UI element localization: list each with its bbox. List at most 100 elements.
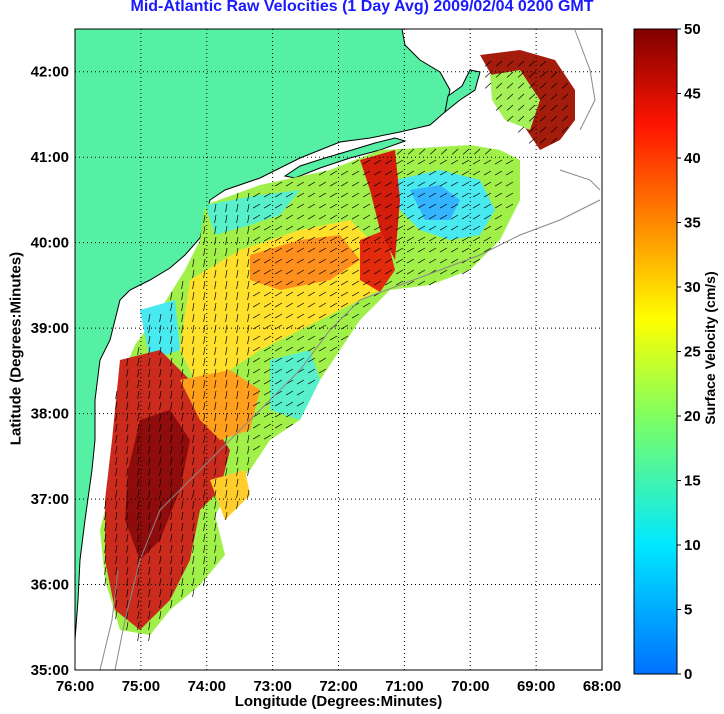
velocity-arrow: [362, 258, 371, 264]
velocity-arrow: [181, 522, 184, 531]
velocity-arrow: [225, 313, 228, 322]
velocity-arrow: [170, 423, 173, 432]
velocity-arrow: [318, 324, 327, 330]
velocity-arrow: [247, 456, 250, 465]
velocity-arrow: [362, 214, 371, 220]
velocity-arrow: [181, 313, 184, 322]
velocity-arrow: [252, 236, 261, 242]
velocity-arrow: [214, 423, 217, 432]
velocity-arrow: [517, 71, 525, 78]
velocity-arrow: [247, 236, 250, 245]
velocity-arrow: [236, 225, 239, 234]
velocity-arrow: [236, 467, 239, 476]
velocity-arrow: [274, 258, 283, 264]
velocity-arrow: [115, 533, 118, 542]
velocity-arrow: [247, 368, 250, 377]
velocity-arrow: [247, 280, 250, 289]
velocity-arrow: [170, 456, 173, 465]
velocity-arrow: [247, 313, 250, 322]
velocity-arrow: [192, 269, 195, 278]
velocity-arrow: [417, 192, 426, 198]
velocity-arrow: [192, 313, 195, 322]
velocity-arrow: [307, 302, 316, 308]
velocity-arrow: [263, 313, 272, 319]
velocity-arrow: [137, 566, 140, 575]
velocity-arrow: [274, 291, 283, 297]
velocity-arrow: [450, 203, 459, 209]
velocity-arrow: [214, 500, 217, 509]
velocity-arrow: [351, 214, 360, 220]
velocity-arrow: [126, 379, 129, 388]
velocity-arrow: [528, 126, 536, 133]
velocity-arrow: [561, 104, 569, 111]
velocity-arrow: [181, 302, 184, 311]
velocity-arrow: [252, 313, 261, 319]
velocity-arrow: [137, 379, 140, 388]
velocity-arrow: [126, 401, 129, 410]
colorbar-tick-label: 15: [684, 473, 701, 490]
velocity-arrow: [439, 181, 448, 187]
velocity-arrow: [351, 258, 360, 264]
velocity-arrow: [263, 225, 272, 231]
velocity-arrow: [494, 214, 503, 220]
velocity-arrow: [252, 346, 261, 352]
velocity-arrow: [461, 192, 470, 198]
velocity-arrow: [225, 511, 228, 520]
velocity-arrow: [517, 93, 525, 100]
velocity-arrow: [406, 236, 415, 242]
velocity-arrow: [362, 225, 371, 231]
velocity-arrow: [104, 500, 107, 509]
velocity-arrow: [274, 280, 283, 286]
velocity-arrow: [483, 192, 492, 198]
velocity-arrow: [395, 269, 404, 275]
velocity-arrow: [384, 225, 393, 231]
velocity-arrow: [137, 588, 140, 597]
velocity-arrow: [159, 368, 162, 377]
velocity-arrow: [417, 181, 426, 187]
velocity-arrow: [170, 500, 173, 509]
velocity-arrow: [274, 412, 283, 418]
velocity-arrow: [247, 401, 250, 410]
velocity-arrow: [285, 390, 294, 396]
velocity-arrow: [318, 192, 327, 198]
velocity-arrow: [225, 390, 228, 399]
velocity-arrow: [351, 170, 360, 176]
velocity-arrow: [225, 291, 228, 300]
velocity-arrow: [285, 335, 294, 341]
velocity-arrow: [192, 489, 195, 498]
velocity-arrow: [340, 291, 349, 297]
y-tick-label: 36:00: [31, 577, 69, 594]
x-tick-label: 76:00: [56, 678, 94, 695]
x-tick-label: 71:00: [385, 678, 423, 695]
velocity-arrow: [225, 214, 228, 223]
velocity-arrow: [252, 258, 261, 264]
velocity-arrow: [148, 632, 151, 641]
velocity-arrow: [373, 225, 382, 231]
velocity-arrow: [203, 258, 206, 267]
velocity-arrow: [494, 192, 503, 198]
velocity-arrow: [329, 280, 338, 286]
velocity-arrow: [137, 423, 140, 432]
velocity-arrow: [506, 104, 514, 111]
velocity-arrow: [263, 192, 272, 198]
velocity-arrow: [340, 214, 349, 220]
velocity-arrow: [247, 324, 250, 333]
velocity-arrow: [362, 247, 371, 253]
velocity-arrow: [439, 247, 448, 253]
velocity-arrow: [203, 533, 206, 542]
velocity-arrow: [351, 247, 360, 253]
velocity-arrow: [263, 236, 272, 242]
velocity-arrow: [214, 379, 217, 388]
velocity-arrow: [285, 357, 294, 363]
velocity-arrow: [115, 390, 118, 399]
colorbar-tick-label: 35: [684, 215, 701, 232]
velocity-arrow: [450, 170, 459, 176]
velocity-arrow: [472, 192, 481, 198]
velocity-arrow: [203, 368, 206, 377]
velocity-arrow: [126, 588, 129, 597]
velocity-arrow: [406, 225, 415, 231]
velocity-arrow: [263, 434, 272, 440]
velocity-arrow: [214, 511, 217, 520]
velocity-arrow: [274, 247, 283, 253]
